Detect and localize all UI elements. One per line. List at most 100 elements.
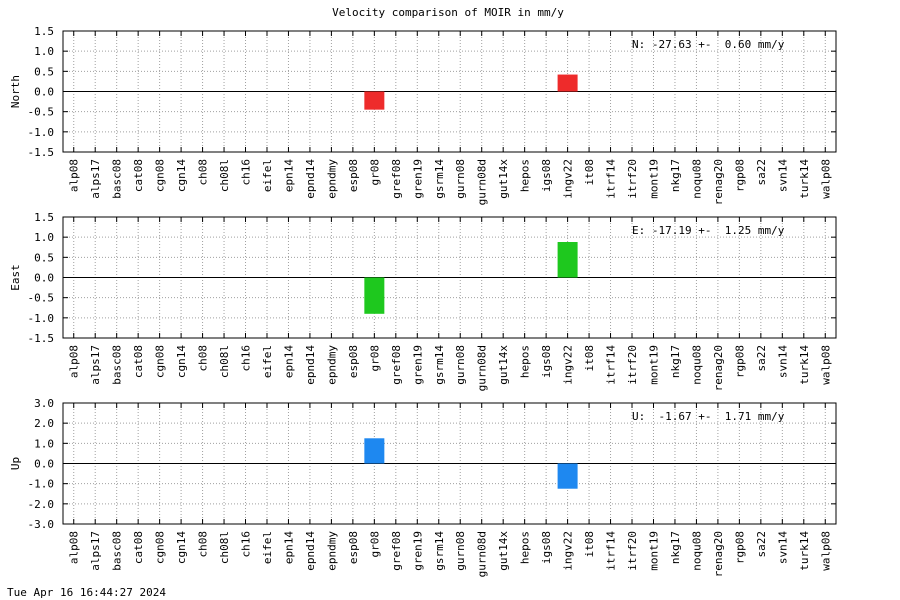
y-tick-label: 0.0	[34, 86, 54, 99]
x-tick-label: gr08	[368, 345, 381, 372]
x-tick-label: basc08	[111, 159, 124, 199]
x-tick-label: cgn08	[154, 159, 167, 192]
y-tick-label: -1.0	[28, 478, 55, 491]
y-tick-label: -1.5	[28, 146, 55, 159]
x-tick-label: gren19	[411, 345, 424, 385]
x-tick-label: it08	[583, 159, 596, 186]
x-tick-label: alps17	[89, 159, 102, 199]
x-tick-label: eifel	[261, 531, 274, 564]
x-tick-label: epn14	[282, 531, 295, 564]
x-tick-label: ingv22	[562, 531, 575, 571]
x-tick-label: noqu08	[690, 345, 703, 385]
x-tick-label: gurn08d	[476, 531, 489, 577]
x-tick-label: turk14	[798, 159, 811, 199]
plot-frame	[62, 216, 837, 339]
x-tick-label: epndmy	[325, 531, 338, 571]
x-tick-label: hepos	[519, 531, 532, 564]
x-tick-label: walp08	[819, 531, 832, 571]
bar-ingv22	[557, 74, 578, 92]
x-tick-label: epn14	[282, 159, 295, 192]
x-tick-label: alps17	[89, 345, 102, 385]
x-tick-label: svn14	[776, 159, 789, 192]
bar-ingv22	[557, 242, 578, 278]
x-tick-label: gurn08	[454, 531, 467, 571]
x-tick-label: sa22	[755, 531, 768, 558]
x-tick-label: cgn08	[154, 345, 167, 378]
y-tick-label: 2.0	[34, 417, 54, 430]
x-tick-label: mont19	[647, 531, 660, 571]
x-tick-label: ch08	[197, 345, 210, 372]
x-tick-label: turk14	[798, 531, 811, 571]
x-tick-label: gurn08	[454, 345, 467, 385]
x-tick-label: cat08	[132, 159, 145, 192]
x-tick-label: it08	[583, 345, 596, 372]
x-tick-label: ch08	[197, 531, 210, 558]
x-tick-label: epnd14	[304, 345, 317, 385]
x-tick-label: alp08	[68, 159, 81, 192]
x-tick-label: sa22	[755, 159, 768, 186]
x-tick-label: noqu08	[690, 531, 703, 571]
x-tick-label: epnd14	[304, 159, 317, 199]
y-tick-label: 1.5	[34, 25, 54, 38]
x-tick-label: gren19	[411, 159, 424, 199]
x-tick-label: ch16	[240, 345, 253, 372]
x-tick-label: hepos	[519, 159, 532, 192]
x-tick-label: basc08	[111, 345, 124, 385]
y-tick-label: 1.0	[34, 231, 54, 244]
x-tick-label: basc08	[111, 531, 124, 571]
x-tick-label: ch08l	[218, 345, 231, 378]
x-tick-label: igs08	[540, 159, 553, 192]
x-tick-label: gref08	[390, 159, 403, 199]
x-tick-label: renag20	[712, 345, 725, 391]
x-tick-label: ch16	[240, 159, 253, 186]
bar-gr08	[364, 438, 385, 464]
x-tick-label: noqu08	[690, 159, 703, 199]
plot-frame	[62, 402, 837, 525]
y-tick-label: 1.5	[34, 211, 54, 224]
x-tick-label: esp08	[347, 531, 360, 564]
x-tick-label: cgn14	[175, 345, 188, 378]
x-tick-label: epndmy	[325, 345, 338, 385]
x-tick-label: renag20	[712, 159, 725, 205]
stat-annotation: U: -1.67 +- 1.71 mm/y	[632, 410, 785, 423]
x-tick-label: ingv22	[562, 345, 575, 385]
x-tick-label: ch08l	[218, 159, 231, 192]
x-tick-label: ch08l	[218, 531, 231, 564]
x-tick-label: it08	[583, 531, 596, 558]
x-tick-label: rgp08	[733, 531, 746, 564]
x-tick-label: eifel	[261, 159, 274, 192]
bar-ingv22	[557, 463, 578, 489]
stat-annotation: E: -17.19 +- 1.25 mm/y	[632, 224, 785, 237]
stat-annotation: N: -27.63 +- 0.60 mm/y	[632, 38, 785, 51]
y-tick-label: 0.0	[34, 458, 54, 471]
plot-frame	[62, 30, 837, 153]
panel-up: -3.0 -2.0 -1.0 0.0 1.0 2.0 3.0 U: -1.67 +- 1.71…	[9, 397, 837, 577]
x-tick-label: gr08	[368, 159, 381, 186]
x-tick-label: itrf20	[626, 345, 639, 385]
x-tick-label: alps17	[89, 531, 102, 571]
y-tick-label: 3.0	[34, 397, 54, 410]
x-tick-label: svn14	[776, 531, 789, 564]
y-tick-label: -3.0	[28, 518, 55, 531]
x-tick-label: igs08	[540, 531, 553, 564]
y-tick-label: 0.5	[34, 65, 54, 78]
x-tick-label: walp08	[819, 345, 832, 385]
x-tick-label: svn14	[776, 345, 789, 378]
y-tick-label: 0.0	[34, 272, 54, 285]
x-tick-label: gut14x	[497, 345, 510, 385]
x-tick-label: epn14	[282, 345, 295, 378]
x-tick-label: walp08	[819, 159, 832, 199]
y-tick-label: -1.0	[28, 312, 55, 325]
bar-gr08	[364, 91, 385, 110]
x-tick-label: alp08	[68, 345, 81, 378]
x-tick-label: gurn08	[454, 159, 467, 199]
x-tick-label: itrf20	[626, 159, 639, 199]
x-tick-label: nkg17	[669, 159, 682, 192]
x-tick-label: itrf14	[605, 345, 618, 385]
x-tick-label: cat08	[132, 345, 145, 378]
x-tick-label: cgn14	[175, 531, 188, 564]
x-tick-label: itrf20	[626, 531, 639, 571]
x-tick-label: gsrm14	[433, 345, 446, 385]
chart-title: Velocity comparison of MOIR in mm/y	[332, 6, 564, 19]
bar-gr08	[364, 277, 385, 314]
